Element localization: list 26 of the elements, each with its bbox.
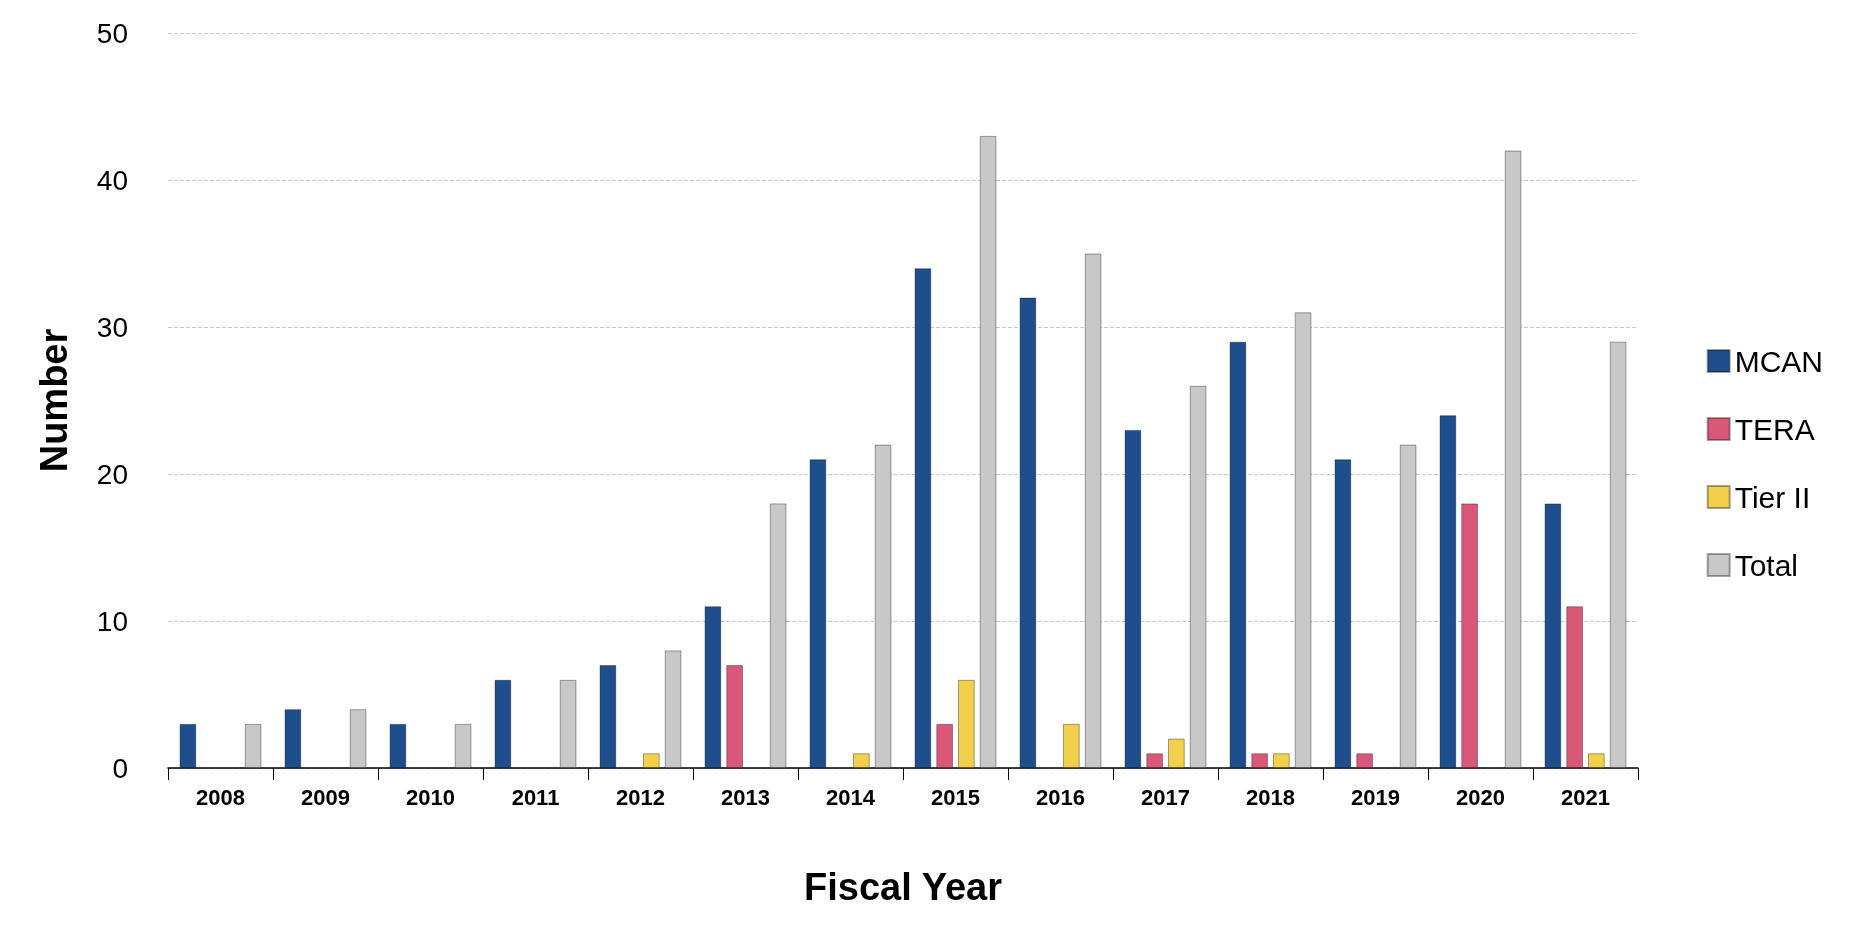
x-axis-title: Fiscal Year xyxy=(804,866,1003,908)
y-axis-title: Number xyxy=(33,328,75,473)
legend-label: MCAN xyxy=(1734,344,1824,378)
x-tick-label: 2020 xyxy=(1456,784,1505,810)
x-tick-label: 2012 xyxy=(616,784,665,810)
x-tick-label: 2015 xyxy=(931,784,980,810)
x-tick-label: 2011 xyxy=(511,784,560,810)
x-tick-label: 2016 xyxy=(1036,784,1085,810)
y-tick-label: 40 xyxy=(96,164,128,196)
x-tick-label: 2019 xyxy=(1351,784,1400,810)
legend-label: Tier II xyxy=(1734,480,1811,514)
y-tick-label: 0 xyxy=(112,752,128,784)
x-tick-label: 2013 xyxy=(721,784,770,810)
y-tick-label: 20 xyxy=(96,458,128,490)
y-tick-label: 30 xyxy=(96,311,128,343)
legend-label: TERA xyxy=(1734,412,1815,446)
x-tick-label: 2021 xyxy=(1561,784,1610,810)
y-tick-label: 10 xyxy=(96,605,128,637)
x-tick-label: 2010 xyxy=(406,784,455,810)
legend-label: Total xyxy=(1734,548,1799,582)
y-tick-label: 50 xyxy=(96,17,128,49)
x-tick-label: 2009 xyxy=(301,784,350,810)
x-tick-label: 2008 xyxy=(196,784,245,810)
x-tick-label: 2018 xyxy=(1246,784,1295,810)
x-tick-label: 2014 xyxy=(826,784,876,810)
x-tick-label: 2017 xyxy=(1141,784,1190,810)
